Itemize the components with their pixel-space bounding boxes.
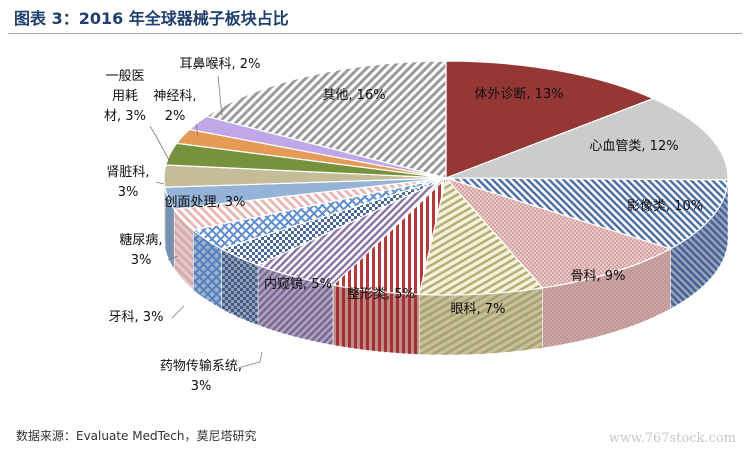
leader-line-14 [195,123,199,137]
slice-label-5: 眼科, 7% [451,302,506,317]
slice-3 [445,177,729,250]
slice-side-texture-8 [221,248,258,326]
slice-label-4: 骨科, 9% [571,269,626,284]
slice-label-7: 内窥镜, 5% [264,276,332,292]
slice-2 [445,97,729,181]
slice-side-texture-7 [257,265,333,346]
slice-side-texture-10 [174,209,194,290]
figure-title: 图表 3：2016 年全球器械子板块占比 [14,9,289,28]
slice-1 [445,60,655,179]
leader-line-12 [155,181,165,185]
slice-label-10: 糖尿病, 3% [119,232,162,268]
leader-line-8 [237,351,263,369]
slice-side-texture-6 [332,285,420,355]
leader-line-13 [149,125,171,163]
slice-label-6: 整形类, 5% [347,287,415,302]
slice-5 [418,176,544,296]
title-divider [8,33,742,34]
slice-label-1: 体外诊断, 13% [474,87,563,102]
leader-line-9 [171,305,185,319]
slice-side-texture-9 [193,229,222,309]
slice-label-9: 牙科, 3% [109,310,164,325]
slice-label-12: 肾脏科, 3% [106,165,149,200]
slice-16 [204,60,447,179]
slice-4 [444,176,672,289]
slice-label-8: 药物传输系统, 3% [160,358,242,394]
slice-label-13: 一般医用耗材, 3% [104,68,146,124]
slice-side-texture-5 [419,287,543,355]
slice-label-2: 心血管类, 12% [589,139,678,154]
leader-line-10 [167,255,179,261]
source-note: 数据来源：Evaluate MedTech，莫尼塔研究 [16,429,257,443]
slice-side-texture-3 [670,179,728,309]
slice-label-14: 神经科, 2% [153,89,196,124]
watermark: www.767stock.com [608,431,736,446]
slice-side-texture-4 [542,248,671,348]
slice-label-3: 影像类, 10% [627,199,703,214]
leader-line-15 [217,75,223,117]
slice-label-11: 创面处理, 3% [165,195,246,210]
slice-label-15: 耳鼻喉科, 2% [180,56,261,72]
slice-label-16: 其他, 16% [322,88,385,103]
